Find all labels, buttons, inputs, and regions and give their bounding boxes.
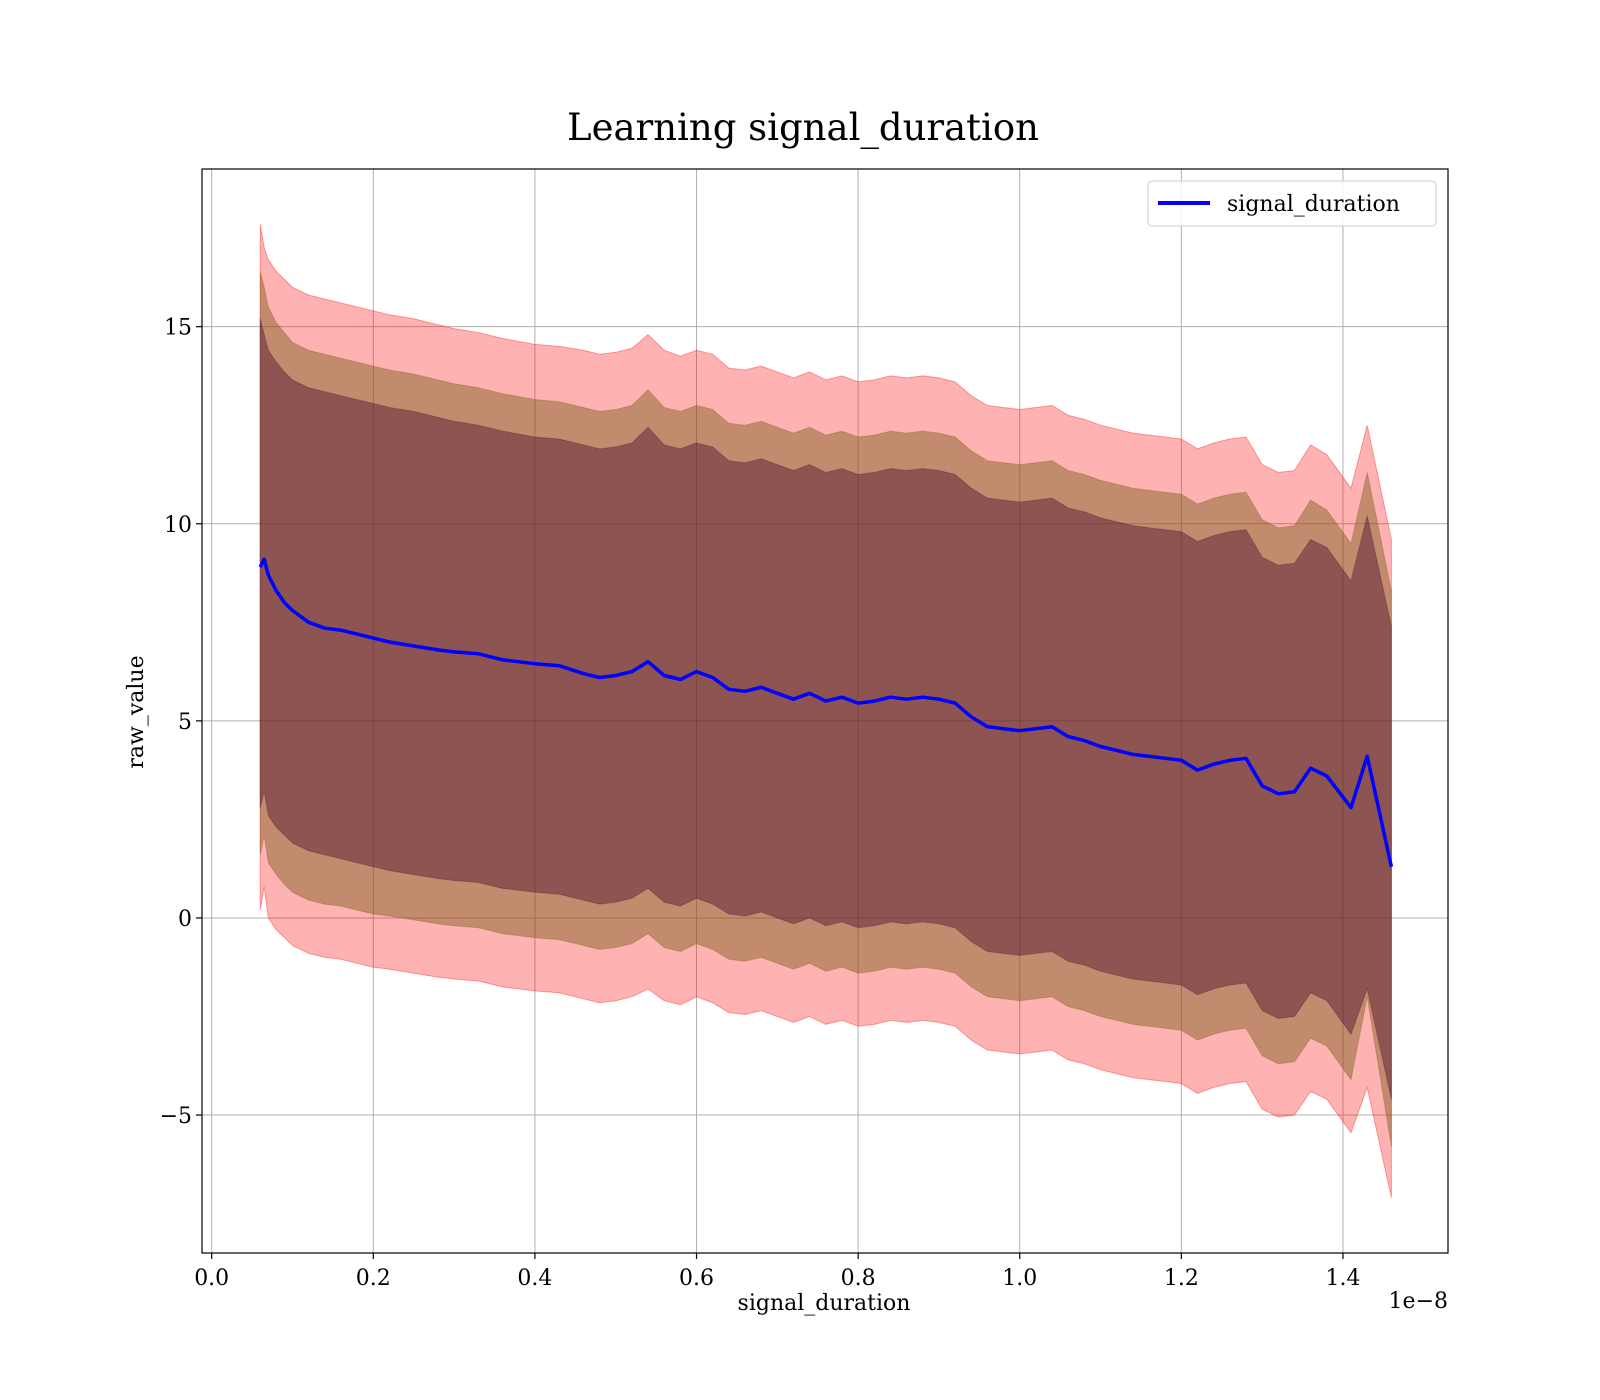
y-tick-label-0: −5 bbox=[160, 1104, 192, 1129]
chart-title: Learning signal_duration bbox=[567, 106, 1039, 150]
legend: signal_duration bbox=[1147, 180, 1437, 227]
y-tick-label-4: 15 bbox=[164, 316, 192, 341]
x-tick-label-2: 0.4 bbox=[517, 1266, 552, 1291]
plot-frame bbox=[201, 168, 1449, 1254]
x-tick-label-7: 1.4 bbox=[1325, 1266, 1360, 1291]
grid bbox=[202, 169, 1448, 1253]
x-tick-label-4: 0.8 bbox=[841, 1266, 876, 1291]
y-tick-label-3: 10 bbox=[164, 513, 192, 538]
series-lines bbox=[258, 557, 1394, 868]
y-tick-label-2: 5 bbox=[178, 710, 192, 735]
legend-entry-label: signal_duration bbox=[1227, 192, 1400, 217]
y-tick-label-1: 0 bbox=[178, 907, 192, 932]
x-tick-label-5: 1.0 bbox=[1002, 1266, 1037, 1291]
x-axis: 0.0 0.2 0.4 0.6 0.8 1.0 1.2 1.4 bbox=[194, 1253, 1360, 1291]
band-middle bbox=[259, 271, 1392, 1147]
x-tick-label-3: 0.6 bbox=[679, 1266, 714, 1291]
series-line-signal-duration bbox=[258, 557, 1394, 868]
x-tick-label-6: 1.2 bbox=[1164, 1266, 1199, 1291]
x-tick-label-0: 0.0 bbox=[194, 1266, 229, 1291]
x-axis-label: signal_duration bbox=[738, 1291, 911, 1316]
y-axis-label: raw_value bbox=[124, 655, 149, 768]
legend-box bbox=[1147, 180, 1437, 227]
band-outer bbox=[259, 224, 1392, 1198]
band-inner bbox=[259, 318, 1392, 1100]
confidence-bands bbox=[259, 224, 1392, 1198]
x-axis-offset-label: 1e−8 bbox=[1389, 1289, 1448, 1314]
y-axis: −5 0 5 10 15 bbox=[160, 316, 202, 1129]
x-tick-label-1: 0.2 bbox=[356, 1266, 391, 1291]
